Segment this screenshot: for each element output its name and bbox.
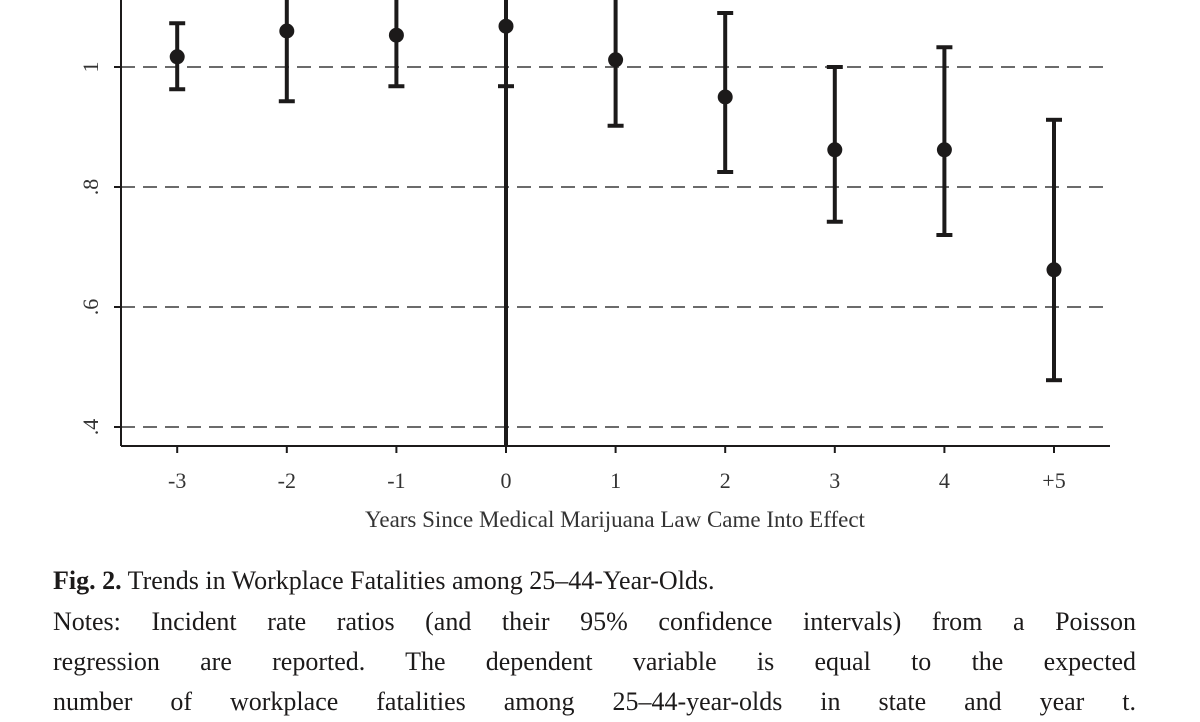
data-point — [169, 49, 185, 65]
figure-notes-line: regression are reported. The dependent v… — [53, 647, 1136, 676]
y-tick-label: .8 — [78, 179, 103, 196]
y-tick-label: .6 — [78, 299, 103, 316]
y-tick-label: 1 — [78, 62, 103, 73]
data-point — [936, 142, 952, 158]
x-tick-label: -2 — [278, 468, 296, 493]
data-point — [717, 89, 733, 105]
x-tick-label: 2 — [720, 468, 731, 493]
data-point — [1046, 262, 1062, 278]
x-axis-label: Years Since Medical Marijuana Law Came I… — [365, 507, 865, 532]
x-tick-label: 4 — [939, 468, 950, 493]
y-tick-label: .4 — [78, 419, 103, 436]
figure-caption-title: Fig. 2. Trends in Workplace Fatalities a… — [53, 561, 1136, 601]
figure-notes-line: Notes: Incident rate ratios (and their 9… — [53, 607, 1136, 636]
x-tick-label: 1 — [610, 468, 621, 493]
data-point — [608, 52, 624, 68]
data-point — [279, 23, 295, 39]
x-tick-label: +5 — [1042, 468, 1065, 493]
x-tick-label: 0 — [501, 468, 512, 493]
x-tick-label: -1 — [387, 468, 405, 493]
data-point — [498, 18, 514, 34]
data-point — [827, 142, 843, 158]
figure-title: Trends in Workplace Fatalities among 25–… — [127, 566, 715, 595]
x-tick-label: -3 — [168, 468, 186, 493]
figure-label: Fig. 2. — [53, 566, 122, 595]
data-point — [388, 27, 404, 43]
figure-notes-line: number of workplace fatalities among 25–… — [53, 687, 1136, 716]
x-tick-label: 3 — [829, 468, 840, 493]
chart: .4 .6 .8 1 -3 -2 -1 0 1 2 3 4 +5 Years Since Medical… — [78, 0, 1110, 532]
